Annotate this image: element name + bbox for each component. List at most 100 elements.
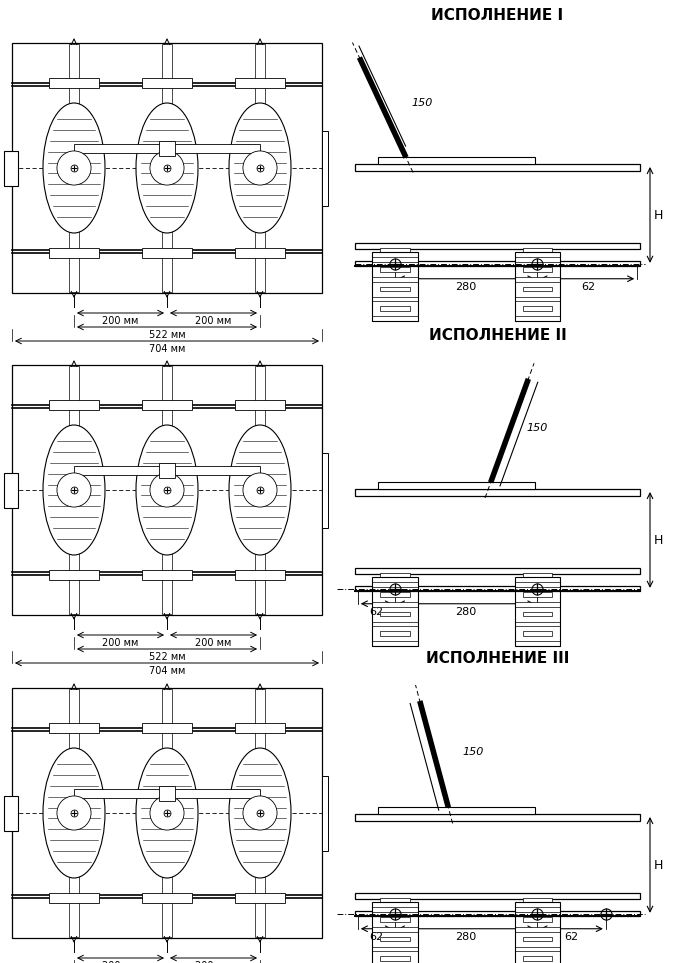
Bar — [159, 141, 175, 156]
Bar — [355, 164, 640, 171]
Bar — [49, 248, 99, 258]
Bar — [159, 786, 175, 801]
Bar — [162, 689, 172, 937]
Bar — [372, 297, 418, 301]
Text: 522 мм: 522 мм — [148, 330, 186, 340]
Bar — [355, 489, 640, 496]
Bar — [4, 150, 18, 186]
Bar — [372, 907, 418, 912]
Bar — [380, 632, 410, 637]
Bar — [514, 277, 560, 281]
Bar — [69, 44, 79, 292]
Bar — [49, 723, 99, 733]
Circle shape — [57, 796, 91, 830]
Bar — [380, 592, 410, 597]
Ellipse shape — [43, 103, 105, 233]
Text: H: H — [654, 209, 664, 222]
Bar — [12, 365, 322, 615]
Bar — [522, 937, 552, 942]
Ellipse shape — [136, 425, 198, 555]
Text: 522 мм: 522 мм — [148, 652, 186, 662]
Text: H: H — [654, 534, 664, 547]
Bar — [380, 898, 410, 902]
Bar — [378, 158, 535, 164]
Bar — [522, 956, 552, 961]
Bar — [514, 257, 560, 262]
Text: 200 мм: 200 мм — [195, 316, 232, 326]
Bar — [372, 257, 418, 262]
Bar — [378, 482, 535, 489]
Bar — [522, 632, 552, 637]
Bar — [380, 287, 410, 292]
Bar — [12, 688, 322, 938]
Bar — [372, 577, 418, 646]
Bar — [522, 573, 552, 577]
Bar — [49, 78, 99, 88]
Circle shape — [57, 151, 91, 185]
Circle shape — [243, 151, 277, 185]
Bar — [142, 400, 192, 410]
Bar — [235, 723, 285, 733]
Bar — [522, 306, 552, 311]
Bar — [522, 898, 552, 902]
Bar — [514, 316, 560, 321]
Bar — [372, 252, 418, 321]
Text: 200 мм: 200 мм — [195, 961, 232, 963]
Bar — [255, 366, 265, 614]
Bar — [380, 306, 410, 311]
Ellipse shape — [136, 748, 198, 878]
Bar — [142, 893, 192, 903]
Circle shape — [243, 473, 277, 508]
Ellipse shape — [229, 748, 291, 878]
Bar — [372, 316, 418, 321]
Bar — [74, 465, 260, 475]
Bar — [322, 453, 328, 528]
Bar — [522, 612, 552, 616]
Bar — [514, 947, 560, 951]
Bar — [514, 641, 560, 646]
Text: 200 мм: 200 мм — [103, 961, 138, 963]
Text: H: H — [654, 859, 664, 872]
Bar — [255, 689, 265, 937]
Bar — [69, 689, 79, 937]
Bar — [162, 366, 172, 614]
Circle shape — [150, 796, 184, 830]
Text: 150: 150 — [462, 746, 484, 757]
Bar — [514, 252, 560, 321]
Bar — [514, 577, 560, 646]
Bar — [514, 602, 560, 607]
Bar — [355, 568, 640, 574]
Bar — [4, 795, 18, 830]
Bar — [355, 814, 640, 821]
Bar — [380, 247, 410, 252]
Circle shape — [150, 473, 184, 508]
Bar — [372, 621, 418, 626]
Bar — [514, 907, 560, 912]
Bar — [162, 44, 172, 292]
Bar — [380, 937, 410, 942]
Text: 704 мм: 704 мм — [148, 666, 185, 676]
Text: 704 мм: 704 мм — [148, 344, 185, 354]
Text: 150: 150 — [526, 423, 548, 433]
Bar — [69, 366, 79, 614]
Bar — [235, 400, 285, 410]
Bar — [355, 911, 640, 916]
Bar — [235, 78, 285, 88]
Bar — [522, 287, 552, 292]
Bar — [12, 43, 322, 293]
Bar — [380, 956, 410, 961]
Bar — [355, 261, 640, 266]
Bar — [514, 621, 560, 626]
Bar — [322, 131, 328, 205]
Bar — [142, 248, 192, 258]
Bar — [49, 570, 99, 580]
Text: 280: 280 — [456, 932, 477, 942]
Bar — [380, 267, 410, 272]
Bar — [235, 248, 285, 258]
Bar — [142, 723, 192, 733]
Bar — [514, 297, 560, 301]
Bar — [355, 243, 640, 248]
Circle shape — [243, 796, 277, 830]
Bar — [522, 917, 552, 922]
Bar — [514, 927, 560, 931]
